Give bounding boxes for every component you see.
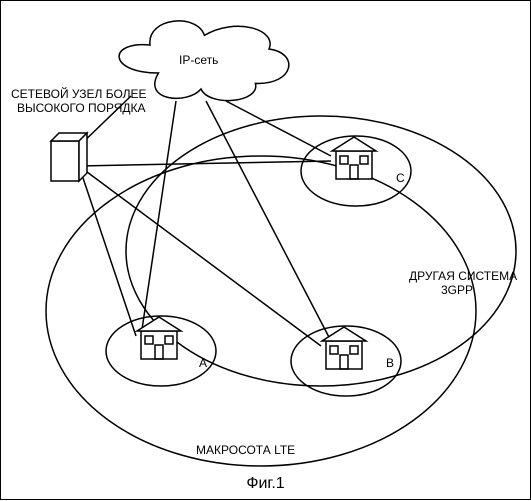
figure-caption: Фиг.1 [1,475,530,493]
label-house-a: A [199,356,207,370]
label-macrocell-lte: МАКРОСОТА LTE [196,443,295,457]
label-higher-order-node-line1: СЕТЕВОЙ УЗЕЛ БОЛЕЕ [11,87,147,101]
label-house-b: B [386,356,394,370]
label-other-3gpp-line1: ДРУГАЯ СИСТЕМА [409,269,517,283]
diagram-canvas: IP-сеть СЕТЕВОЙ УЗЕЛ БОЛЕЕ ВЫСОКОГО ПОРЯ… [0,0,531,500]
label-ip-network: IP-сеть [179,53,218,67]
label-other-3gpp-line2: 3GPP [441,283,473,297]
label-house-c: C [396,171,405,185]
diagram-svg [1,1,531,501]
label-higher-order-node-line2: ВЫСОКОГО ПОРЯДКА [17,101,146,115]
